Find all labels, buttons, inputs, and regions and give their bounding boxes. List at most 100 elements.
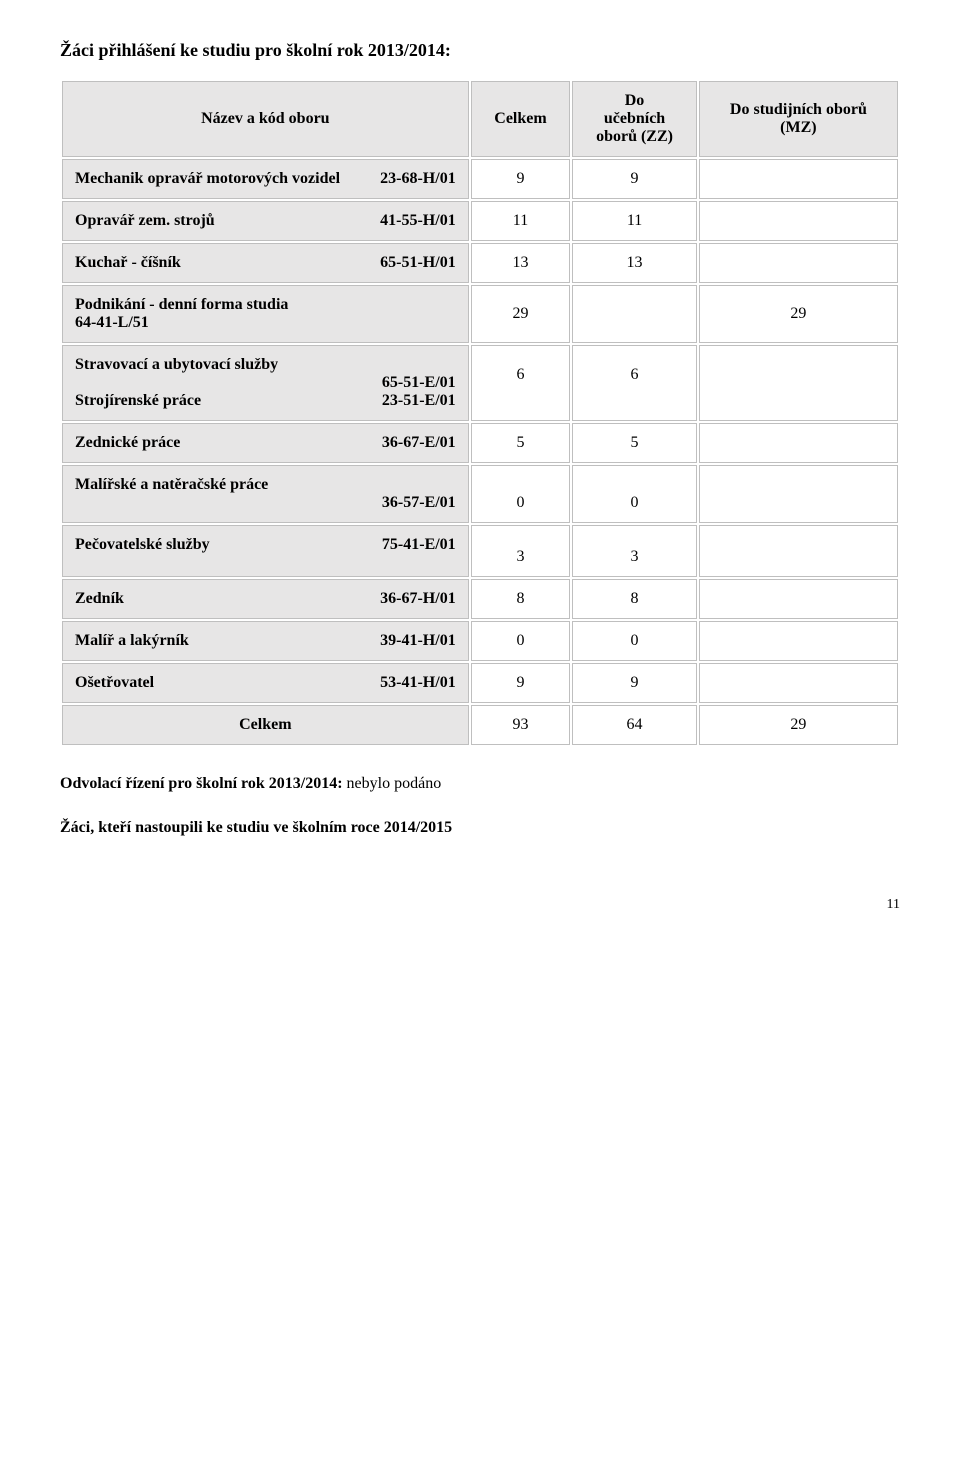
appeal-paragraph: Odvolací řízení pro školní rok 2013/2014… xyxy=(60,775,900,793)
row-code: 36-57-E/01 xyxy=(370,494,456,512)
table-row: Malířské a natěračské práce 36-57-E/01 0… xyxy=(62,465,898,523)
row-name-spacer xyxy=(75,494,370,512)
table-row: Malíř a lakýrník 39-41-H/01 0 0 xyxy=(62,621,898,661)
cell-total: 11 xyxy=(471,201,571,241)
cell-zz: 3 xyxy=(572,525,697,577)
cell-total: 0 xyxy=(471,465,571,523)
incoming-students-text: Žáci, kteří nastoupili ke studiu ve škol… xyxy=(60,819,452,836)
cell-mz xyxy=(699,243,898,283)
cell-mz xyxy=(699,159,898,199)
table-header-row: Název a kód oboru Celkem Do učebních obo… xyxy=(62,81,898,157)
th-zz: Do učebních oborů (ZZ) xyxy=(572,81,697,157)
row-label: Stravovací a ubytovací služby 65-51-E/01… xyxy=(62,345,469,421)
total-c4: 29 xyxy=(699,705,898,745)
row-code: 23-68-H/01 xyxy=(368,170,456,188)
cell-zz xyxy=(572,285,697,343)
row-code: 23-51-E/01 xyxy=(370,392,456,410)
row-name: Kuchař - číšník xyxy=(75,254,368,272)
row-name: Mechanik opravář motorových vozidel xyxy=(75,170,368,188)
cell-zz: 13 xyxy=(572,243,697,283)
cell-total: 9 xyxy=(471,663,571,703)
row-code: 75-41-E/01 xyxy=(370,536,456,554)
row-name: Malířské a natěračské práce xyxy=(75,476,268,493)
page-number: 11 xyxy=(60,897,900,913)
th-total: Celkem xyxy=(471,81,571,157)
row-name: Strojírenské práce xyxy=(75,392,370,410)
row-name: Podnikání - denní forma studia xyxy=(75,296,288,313)
row-name: Stravovací a ubytovací služby xyxy=(75,356,456,374)
cell-zz: 9 xyxy=(572,663,697,703)
cell-mz xyxy=(699,621,898,661)
row-label: Kuchař - číšník 65-51-H/01 xyxy=(62,243,469,283)
th-zz-l3: oborů (ZZ) xyxy=(596,128,673,145)
row-label: Ošetřovatel 53-41-H/01 xyxy=(62,663,469,703)
cell-total: 6 xyxy=(471,345,571,421)
table-row: Mechanik opravář motorových vozidel 23-6… xyxy=(62,159,898,199)
cell-mz xyxy=(699,663,898,703)
row-label: Zednické práce 36-67-E/01 xyxy=(62,423,469,463)
total-c2: 93 xyxy=(471,705,571,745)
row-code: 64-41-L/51 xyxy=(75,314,149,331)
row-code: 53-41-H/01 xyxy=(368,674,456,692)
cell-mz xyxy=(699,579,898,619)
page-title: Žáci přihlášení ke studiu pro školní rok… xyxy=(60,40,900,61)
row-code: 41-55-H/01 xyxy=(368,212,456,230)
row-name: Ošetřovatel xyxy=(75,674,368,692)
cell-zz: 9 xyxy=(572,159,697,199)
row-name: Zednické práce xyxy=(75,434,370,452)
th-mz-l2: (MZ) xyxy=(780,119,816,136)
appeal-bold: Odvolací řízení pro školní rok 2013/2014… xyxy=(60,775,343,792)
cell-total: 8 xyxy=(471,579,571,619)
total-label: Celkem xyxy=(62,705,469,745)
row-label: Malíř a lakýrník 39-41-H/01 xyxy=(62,621,469,661)
table-row: Opravář zem. strojů 41-55-H/01 11 11 xyxy=(62,201,898,241)
table-total-row: Celkem 93 64 29 xyxy=(62,705,898,745)
cell-zz: 0 xyxy=(572,621,697,661)
row-label: Pečovatelské služby 75-41-E/01 xyxy=(62,525,469,577)
row-name: Zedník xyxy=(75,590,368,608)
th-mz-l1: Do studijních oborů xyxy=(730,101,867,118)
table-row: Kuchař - číšník 65-51-H/01 13 13 xyxy=(62,243,898,283)
cell-total: 3 xyxy=(471,525,571,577)
row-code: 65-51-H/01 xyxy=(368,254,456,272)
cell-mz: 29 xyxy=(699,285,898,343)
th-name: Název a kód oboru xyxy=(62,81,469,157)
th-zz-l2: učebních xyxy=(604,110,665,127)
row-name: Pečovatelské služby xyxy=(75,536,370,554)
cell-mz xyxy=(699,423,898,463)
cell-zz: 11 xyxy=(572,201,697,241)
row-label: Opravář zem. strojů 41-55-H/01 xyxy=(62,201,469,241)
cell-total: 5 xyxy=(471,423,571,463)
cell-mz xyxy=(699,525,898,577)
cell-mz xyxy=(699,201,898,241)
cell-total: 13 xyxy=(471,243,571,283)
row-label: Mechanik opravář motorových vozidel 23-6… xyxy=(62,159,469,199)
cell-total: 0 xyxy=(471,621,571,661)
cell-zz: 0 xyxy=(572,465,697,523)
row-label: Zedník 36-67-H/01 xyxy=(62,579,469,619)
total-c3: 64 xyxy=(572,705,697,745)
row-name-spacer xyxy=(75,374,370,392)
cell-total: 9 xyxy=(471,159,571,199)
table-row: Zedník 36-67-H/01 8 8 xyxy=(62,579,898,619)
row-code: 65-51-E/01 xyxy=(370,374,456,392)
row-code: 36-67-E/01 xyxy=(370,434,456,452)
th-mz: Do studijních oborů (MZ) xyxy=(699,81,898,157)
row-name: Malíř a lakýrník xyxy=(75,632,368,650)
incoming-students-paragraph: Žáci, kteří nastoupili ke studiu ve škol… xyxy=(60,819,900,837)
th-zz-l1: Do xyxy=(625,92,645,109)
cell-mz xyxy=(699,345,898,421)
row-code: 36-67-H/01 xyxy=(368,590,456,608)
table-row: Zednické práce 36-67-E/01 5 5 xyxy=(62,423,898,463)
cell-zz: 5 xyxy=(572,423,697,463)
cell-mz xyxy=(699,465,898,523)
row-label: Malířské a natěračské práce 36-57-E/01 xyxy=(62,465,469,523)
row-code: 39-41-H/01 xyxy=(368,632,456,650)
cell-zz: 8 xyxy=(572,579,697,619)
table-row: Ošetřovatel 53-41-H/01 9 9 xyxy=(62,663,898,703)
cell-zz: 6 xyxy=(572,345,697,421)
table-row: Stravovací a ubytovací služby 65-51-E/01… xyxy=(62,345,898,421)
appeal-rest: nebylo podáno xyxy=(343,775,442,792)
enrollment-table: Název a kód oboru Celkem Do učebních obo… xyxy=(60,79,900,747)
row-label: Podnikání - denní forma studia 64-41-L/5… xyxy=(62,285,469,343)
